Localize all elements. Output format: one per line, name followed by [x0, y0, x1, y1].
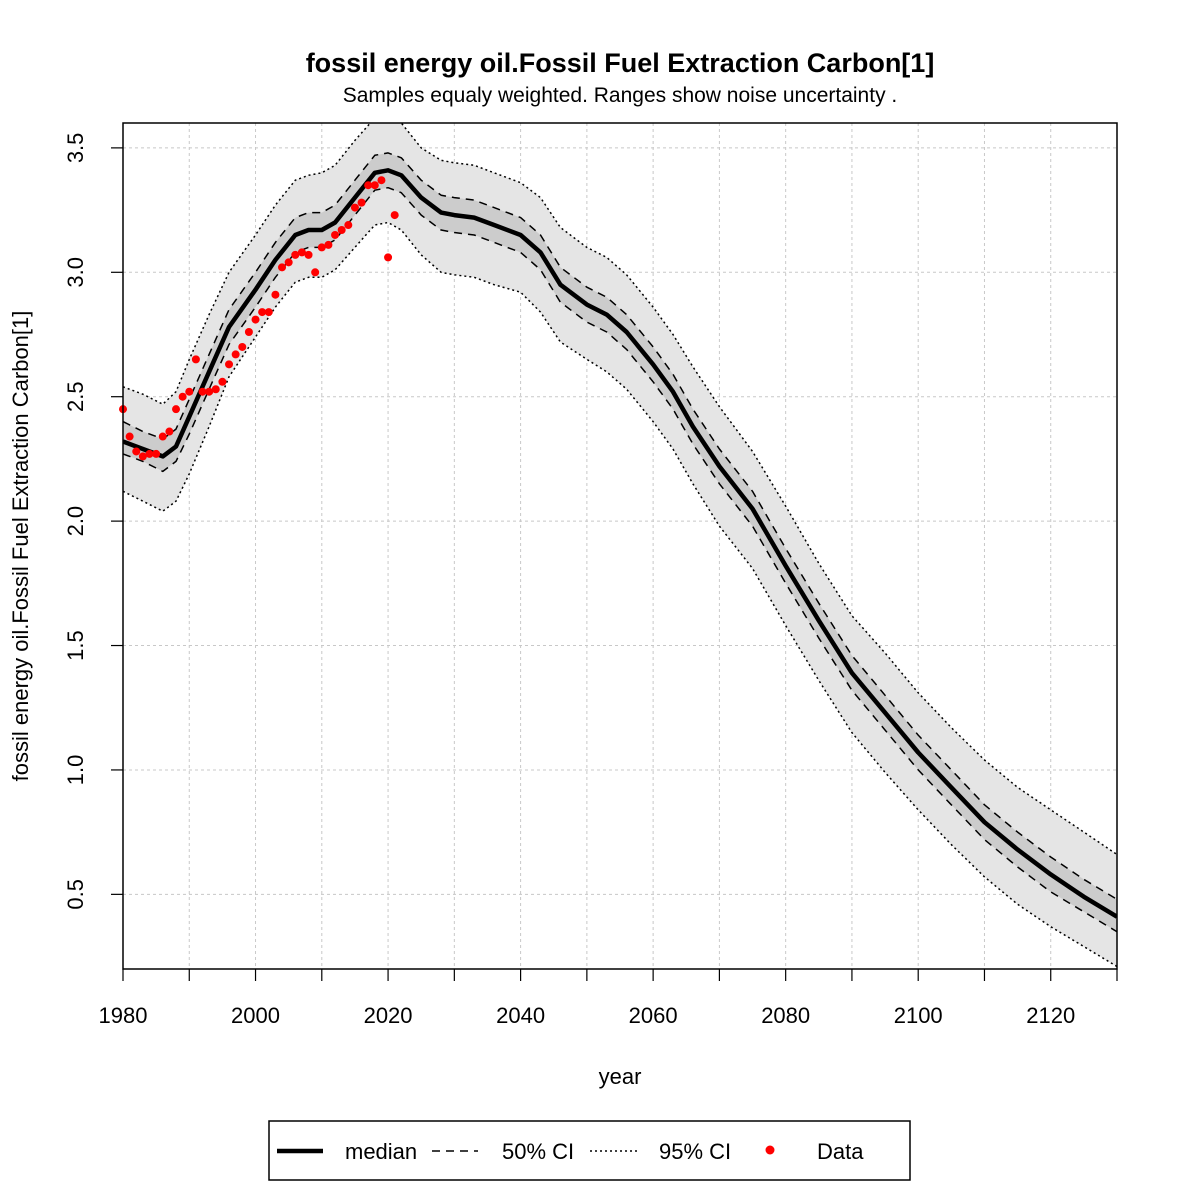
- data-point: [244, 328, 253, 337]
- x-axis-label: year: [599, 1064, 642, 1089]
- legend-ci95-label: 95% CI: [659, 1139, 731, 1164]
- data-point: [291, 250, 300, 259]
- y-tick-label: 0.5: [63, 879, 88, 910]
- data-point: [264, 308, 273, 317]
- data-point: [357, 198, 366, 207]
- data-point: [165, 427, 174, 436]
- ci50-lower-line: [123, 186, 1117, 933]
- x-tick-label: 2120: [1026, 1003, 1075, 1028]
- series-lines: [123, 123, 1117, 968]
- ci50-area: [123, 152, 1117, 932]
- data-point: [258, 308, 267, 317]
- data-point: [211, 385, 220, 394]
- x-tick-label: 2020: [364, 1003, 413, 1028]
- data-point: [152, 449, 161, 458]
- data-point: [350, 203, 359, 212]
- data-point: [377, 176, 386, 185]
- data-point: [364, 181, 373, 190]
- data-point: [370, 181, 379, 190]
- data-point: [158, 432, 167, 441]
- y-tick-label: 3.0: [63, 257, 88, 288]
- y-axis: 0.5 1.0 1.5 2.0 2.5 3.0 3.5: [63, 133, 123, 910]
- x-tick-label: 2040: [496, 1003, 545, 1028]
- plot-frame: [122, 122, 1118, 970]
- ci50-band: [123, 152, 1117, 932]
- ci50-upper-line: [123, 152, 1117, 900]
- ci95-upper-line: [123, 123, 1117, 856]
- y-tick-label: 1.0: [63, 755, 88, 786]
- y-tick-label: 3.5: [63, 133, 88, 164]
- legend-median-label: median: [345, 1139, 417, 1164]
- y-tick-label: 1.5: [63, 630, 88, 661]
- x-tick-label: 2100: [894, 1003, 943, 1028]
- data-point: [390, 211, 399, 220]
- y-tick-label: 2.0: [63, 506, 88, 537]
- data-point: [185, 387, 194, 396]
- ci95-band: [123, 123, 1117, 967]
- data-point: [238, 342, 247, 351]
- data-point: [284, 258, 293, 267]
- chart-title: fossil energy oil.Fossil Fuel Extraction…: [306, 48, 935, 78]
- data-point: [337, 225, 346, 234]
- data-point: [191, 355, 200, 364]
- y-tick-label: 2.5: [63, 381, 88, 412]
- data-point: [311, 268, 320, 277]
- y-axis-label: fossil energy oil.Fossil Fuel Extraction…: [8, 311, 33, 782]
- data-point: [125, 432, 134, 441]
- data-point: [205, 387, 214, 396]
- data-point: [138, 452, 147, 461]
- ci95-lower-line: [123, 221, 1117, 968]
- data-point: [145, 449, 154, 458]
- data-point: [198, 387, 207, 396]
- x-axis: 1980 2000 2020 2040 2060 2080 2100 2120: [99, 969, 1118, 1028]
- legend-data-label: Data: [817, 1139, 864, 1164]
- data-point: [384, 253, 393, 262]
- data-point: [304, 250, 313, 259]
- ci95-area: [123, 123, 1117, 967]
- data-point: [251, 315, 260, 324]
- x-tick-label: 2080: [761, 1003, 810, 1028]
- x-tick-label: 1980: [99, 1003, 148, 1028]
- x-tick-label: 2000: [231, 1003, 280, 1028]
- data-point: [178, 392, 187, 401]
- data-point: [317, 243, 326, 252]
- legend-ci50-label: 50% CI: [502, 1139, 574, 1164]
- chart-subtitle: Samples equaly weighted. Ranges show noi…: [343, 84, 898, 107]
- data-point: [344, 221, 353, 230]
- legend: median 50% CI 95% CI Data: [268, 1120, 911, 1181]
- data-point: [225, 360, 234, 369]
- data-point: [331, 230, 340, 239]
- data-point: [271, 290, 280, 299]
- x-tick-label: 2060: [629, 1003, 678, 1028]
- data-point: [172, 405, 181, 414]
- data-points: [119, 176, 399, 461]
- data-point: [218, 377, 227, 386]
- data-point: [231, 350, 240, 359]
- data-point: [324, 240, 333, 249]
- legend-data-swatch: [765, 1145, 775, 1155]
- median-line: [123, 168, 1117, 919]
- data-point: [297, 248, 306, 257]
- legend-box: [268, 1120, 911, 1181]
- data-point: [132, 447, 141, 456]
- data-point: [278, 263, 287, 272]
